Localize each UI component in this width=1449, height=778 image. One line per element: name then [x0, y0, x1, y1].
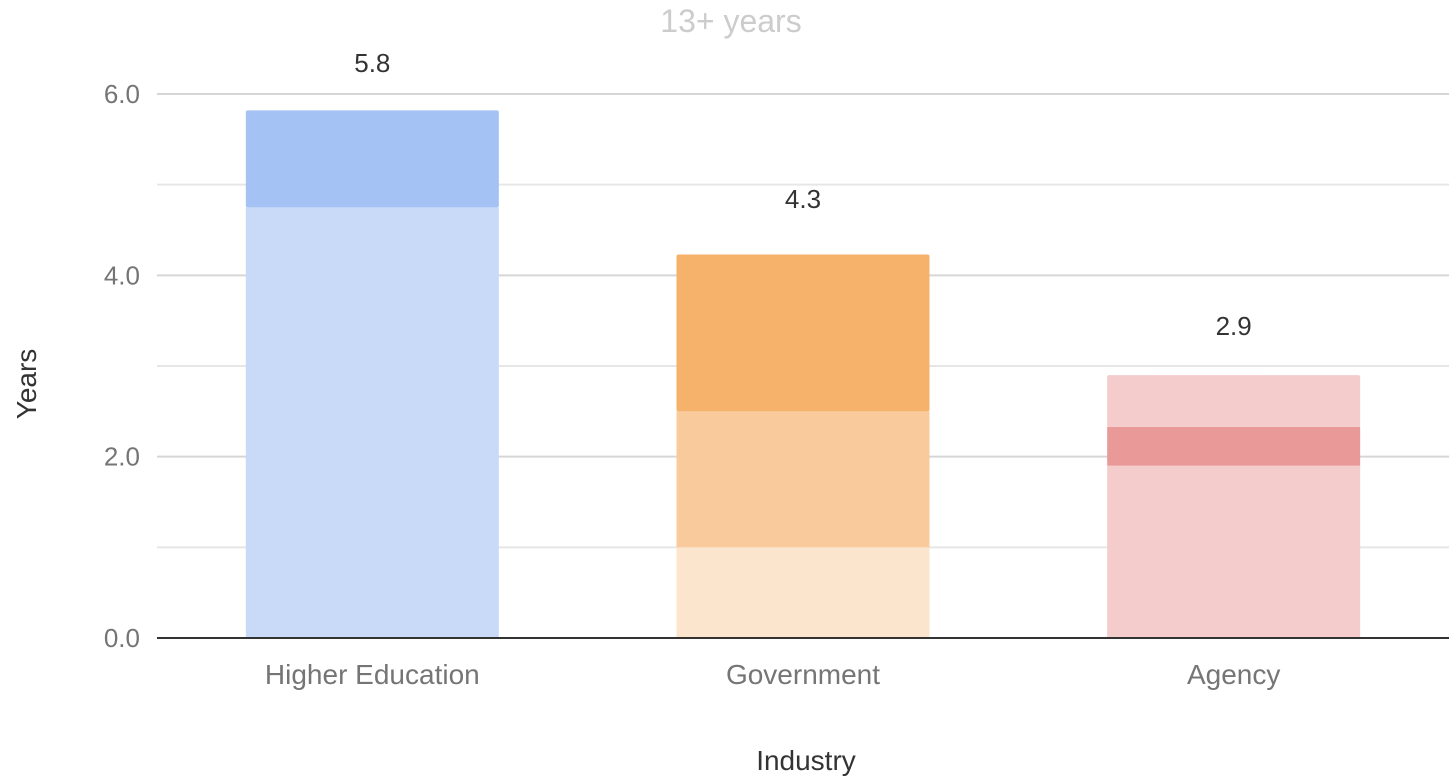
bar-higher-education [245, 110, 499, 639]
bar-segment [1107, 465, 1361, 638]
data-label: 4.3 [785, 184, 821, 214]
bar-agency [1107, 375, 1361, 638]
bar-segment [245, 110, 499, 208]
bar-segment [676, 547, 930, 638]
bar-segment [245, 207, 499, 639]
y-tick-label: 4.0 [104, 260, 140, 290]
y-axis-ticks: 0.0 2.0 4.0 6.0 [104, 79, 140, 653]
x-tick-label: Government [726, 659, 880, 690]
bar-segment [1107, 375, 1361, 427]
data-labels: 5.8 4.3 2.9 [354, 48, 1251, 341]
bar-government [676, 254, 930, 638]
y-tick-label: 0.0 [104, 623, 140, 653]
x-axis-title: Industry [756, 745, 856, 776]
x-axis-ticks: Higher Education Government Agency [265, 659, 1280, 690]
legend-label: 13+ years [660, 3, 801, 39]
y-tick-label: 2.0 [104, 442, 140, 472]
bar-segment [676, 411, 930, 548]
data-label: 5.8 [354, 48, 390, 78]
x-tick-label: Higher Education [265, 659, 480, 690]
x-tick-label: Agency [1187, 659, 1280, 690]
y-axis-title: Years [11, 349, 42, 420]
bar-segment [676, 254, 930, 412]
bars [245, 110, 1361, 639]
bar-segment [1107, 426, 1361, 466]
data-label: 2.9 [1216, 311, 1252, 341]
y-tick-label: 6.0 [104, 79, 140, 109]
